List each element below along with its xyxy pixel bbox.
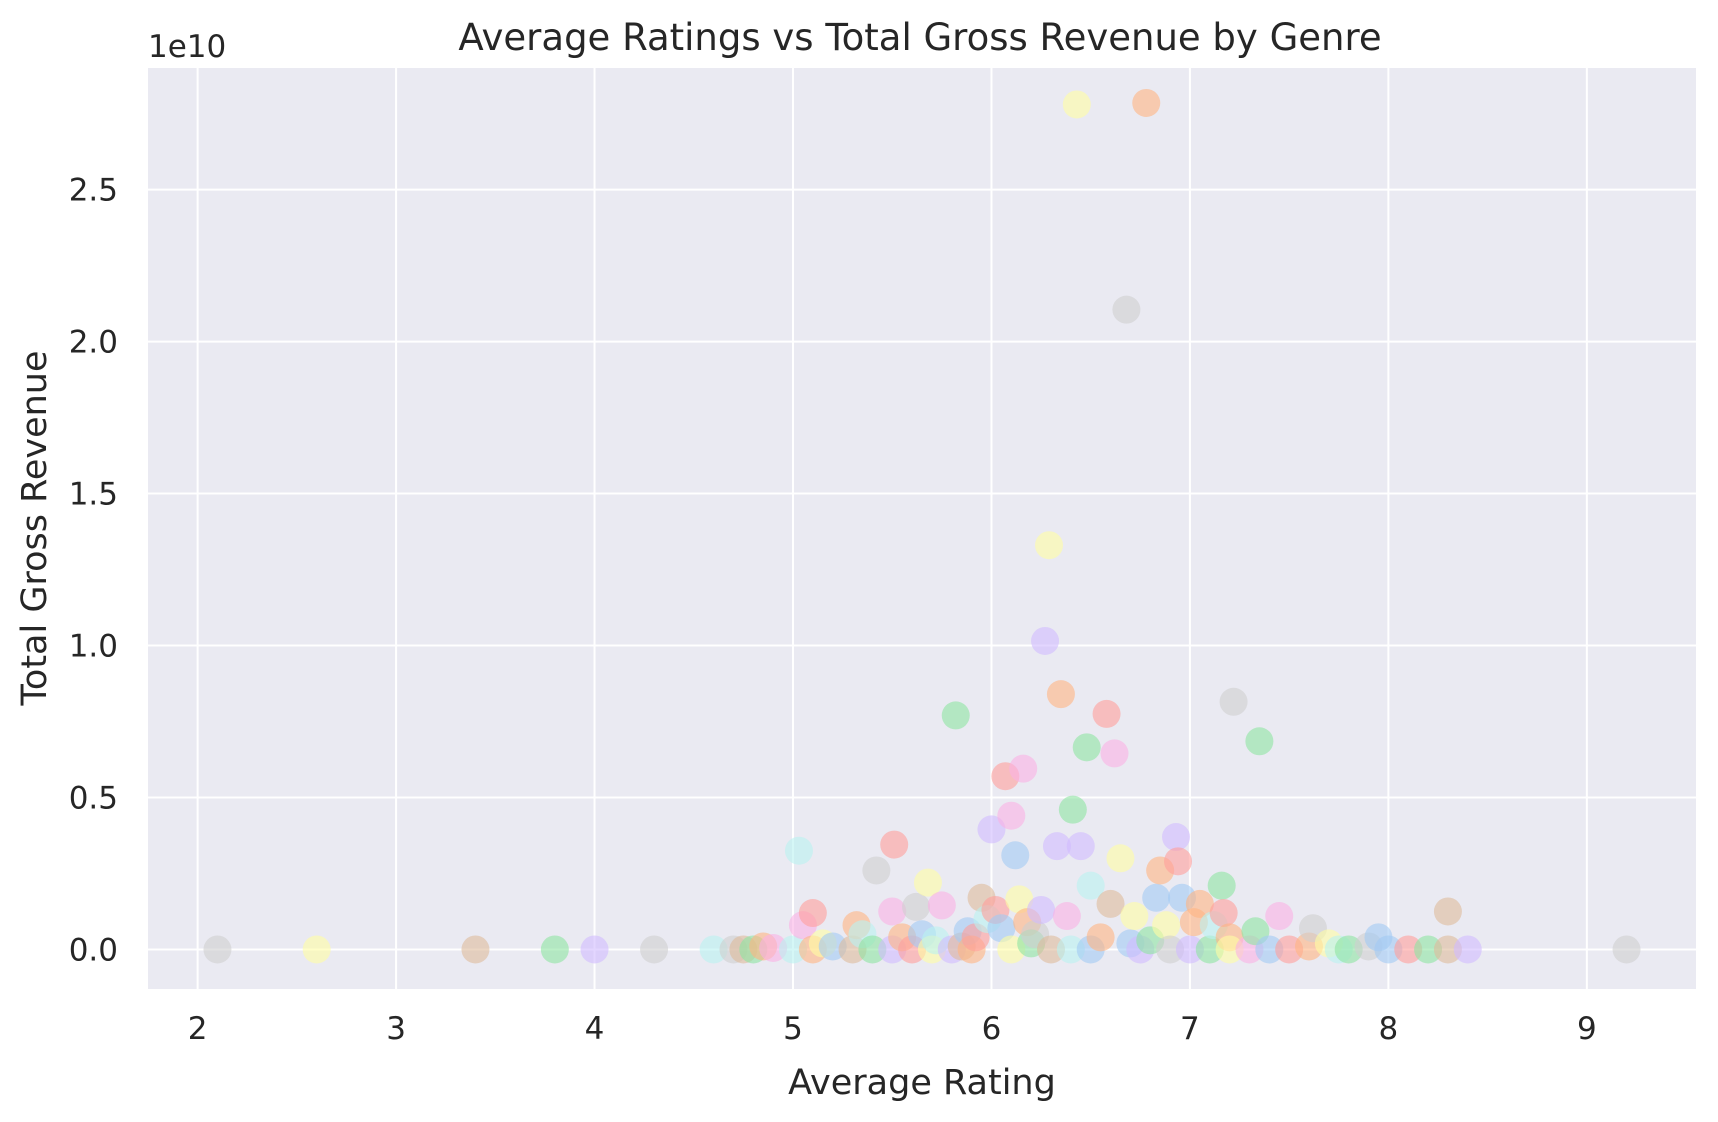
y-tick-labels: 0.0 0.5 1.0 1.5 2.0 2.5 bbox=[69, 173, 118, 969]
data-point bbox=[862, 856, 891, 885]
x-gridlines bbox=[196, 68, 1588, 989]
data-point bbox=[1185, 889, 1214, 918]
data-point bbox=[699, 935, 728, 964]
data-point bbox=[1219, 687, 1248, 716]
data-point bbox=[1414, 935, 1443, 964]
plot-area bbox=[148, 68, 1696, 989]
data-point bbox=[927, 891, 956, 920]
data-point bbox=[302, 935, 331, 964]
data-point bbox=[987, 914, 1016, 943]
data-point bbox=[1062, 90, 1091, 119]
y-tick-label: 1.5 bbox=[69, 477, 118, 513]
x-tick-label: 6 bbox=[982, 1011, 1002, 1047]
data-point bbox=[1156, 935, 1185, 964]
x-tick-label: 2 bbox=[188, 1011, 208, 1047]
data-point bbox=[1106, 844, 1135, 873]
data-point bbox=[1072, 733, 1101, 762]
data-point bbox=[1100, 739, 1129, 768]
data-point bbox=[1162, 823, 1191, 852]
data-point bbox=[1042, 832, 1071, 861]
data-point bbox=[1046, 680, 1075, 709]
data-point bbox=[1112, 295, 1141, 324]
data-point bbox=[977, 815, 1006, 844]
data-point bbox=[878, 897, 907, 926]
data-point bbox=[941, 701, 970, 730]
x-tick-label: 8 bbox=[1379, 1011, 1399, 1047]
y-tick-label: 0.0 bbox=[69, 932, 118, 968]
data-point bbox=[784, 836, 813, 865]
data-point bbox=[1120, 902, 1149, 931]
data-point bbox=[640, 935, 669, 964]
data-point bbox=[1433, 935, 1462, 964]
data-point bbox=[902, 892, 931, 921]
data-points bbox=[203, 88, 1641, 964]
x-tick-label: 7 bbox=[1180, 1011, 1200, 1047]
data-point bbox=[1175, 935, 1204, 964]
data-point bbox=[1215, 935, 1244, 964]
data-point bbox=[880, 830, 909, 859]
y-tick-label: 2.5 bbox=[69, 173, 118, 209]
y-tick-label: 0.5 bbox=[69, 781, 118, 817]
data-point bbox=[1086, 923, 1115, 952]
data-point bbox=[1374, 935, 1403, 964]
y-offset-label: 1e10 bbox=[148, 29, 226, 65]
data-point bbox=[203, 935, 232, 964]
data-point bbox=[1394, 935, 1423, 964]
data-point bbox=[798, 899, 827, 928]
x-tick-label: 9 bbox=[1577, 1011, 1597, 1047]
data-point bbox=[1453, 935, 1482, 964]
data-point bbox=[540, 935, 569, 964]
data-point bbox=[997, 801, 1026, 830]
data-point bbox=[1009, 754, 1038, 783]
data-point bbox=[779, 935, 807, 964]
data-point bbox=[1056, 935, 1085, 964]
data-point bbox=[1092, 699, 1121, 728]
y-axis-label: Total Gross Revenue bbox=[15, 350, 55, 706]
data-point bbox=[1005, 885, 1034, 914]
data-point bbox=[580, 935, 609, 964]
data-point bbox=[913, 868, 942, 897]
y-tick-label: 1.0 bbox=[69, 629, 118, 665]
data-point bbox=[1058, 795, 1087, 824]
x-tick-label: 3 bbox=[386, 1011, 406, 1047]
data-point bbox=[1255, 935, 1284, 964]
data-point bbox=[1037, 935, 1065, 964]
data-point bbox=[1164, 847, 1193, 876]
data-point bbox=[1035, 531, 1064, 560]
data-point bbox=[1027, 895, 1056, 924]
data-point bbox=[1265, 902, 1294, 931]
data-point bbox=[1207, 871, 1236, 900]
data-point bbox=[1052, 902, 1081, 931]
data-point bbox=[1096, 889, 1125, 918]
y-tick-label: 2.0 bbox=[69, 325, 118, 361]
data-point bbox=[1142, 883, 1171, 912]
x-tick-label: 5 bbox=[783, 1011, 803, 1047]
data-point bbox=[1132, 88, 1161, 117]
x-axis-label: Average Rating bbox=[788, 1063, 1056, 1103]
data-point bbox=[1001, 841, 1030, 870]
data-point bbox=[1433, 897, 1462, 926]
data-point bbox=[1066, 832, 1095, 861]
chart-title: Average Ratings vs Total Gross Revenue b… bbox=[458, 16, 1381, 59]
data-point bbox=[1209, 899, 1238, 928]
data-point bbox=[1076, 871, 1105, 900]
x-tick-labels: 2 3 4 5 6 7 8 9 bbox=[188, 1011, 1597, 1047]
x-tick-label: 4 bbox=[585, 1011, 605, 1047]
data-point bbox=[461, 935, 490, 964]
data-point bbox=[1245, 727, 1274, 756]
data-point bbox=[1031, 626, 1060, 655]
data-point bbox=[1612, 935, 1641, 964]
data-point bbox=[1152, 911, 1181, 940]
data-point bbox=[858, 935, 887, 964]
